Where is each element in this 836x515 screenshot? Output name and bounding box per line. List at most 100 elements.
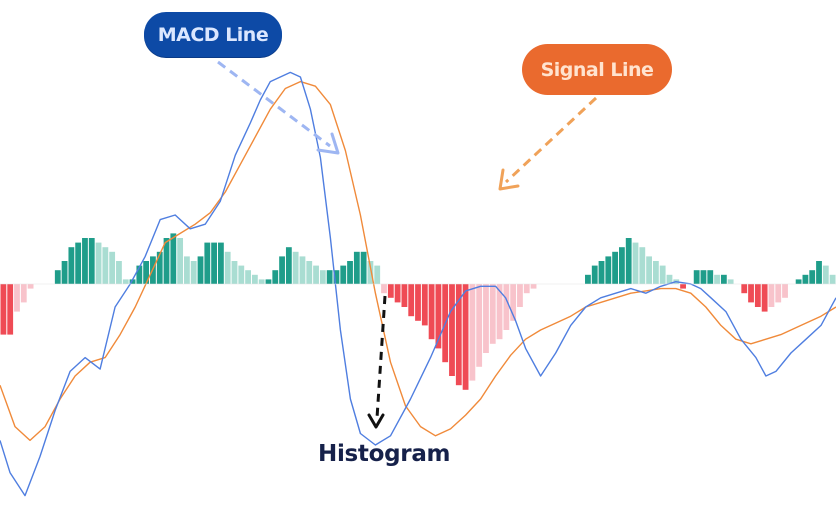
- histogram-bar: [591, 265, 598, 284]
- histogram-bar: [88, 238, 95, 284]
- histogram-bar: [462, 284, 469, 390]
- histogram-bar: [95, 242, 102, 284]
- histogram-bar: [693, 270, 700, 284]
- histogram-bar: [109, 251, 116, 284]
- signal-line-series: [0, 80, 836, 442]
- histogram-bar: [54, 270, 61, 284]
- histogram-bars: [0, 233, 836, 390]
- histogram-bar: [156, 251, 163, 284]
- histogram-bar: [449, 284, 455, 376]
- histogram-bar: [435, 284, 442, 349]
- histogram-bar: [455, 284, 462, 386]
- histogram-bar: [523, 284, 530, 294]
- histogram-bar: [184, 256, 190, 284]
- histogram-bar: [353, 251, 360, 284]
- histogram-bar: [333, 270, 340, 284]
- histogram-bar: [822, 265, 829, 284]
- histogram-bar: [285, 247, 292, 284]
- histogram-bar: [510, 284, 517, 321]
- histogram-bar: [136, 265, 143, 284]
- histogram-bar: [204, 242, 211, 284]
- histogram-bar: [741, 284, 748, 294]
- histogram-bar: [347, 261, 353, 284]
- histogram-bar: [680, 284, 686, 289]
- histogram-bar: [652, 261, 659, 284]
- histogram-bar: [258, 279, 265, 284]
- histogram-bar: [816, 261, 822, 284]
- histogram-bar: [476, 284, 483, 367]
- histogram-bar: [374, 265, 381, 284]
- histogram-bar: [775, 284, 782, 303]
- histogram-bar: [795, 279, 802, 284]
- histogram-bar: [360, 251, 367, 284]
- signal-arrow-head: [498, 168, 520, 191]
- histogram-bar: [20, 284, 27, 303]
- histogram-bar: [727, 279, 734, 284]
- histogram-label: Histogram: [318, 441, 451, 467]
- histogram-bar: [714, 274, 720, 284]
- histogram-bar: [197, 256, 204, 284]
- histogram-bar: [625, 238, 632, 284]
- histogram-bar: [163, 238, 170, 284]
- histogram-arrow: [375, 295, 387, 419]
- histogram-bar: [143, 261, 150, 284]
- histogram-bar: [27, 284, 34, 289]
- histogram-bar: [68, 247, 75, 284]
- histogram-bar: [503, 284, 510, 330]
- histogram-bar: [754, 284, 761, 307]
- histogram-bar: [177, 238, 184, 284]
- histogram-bar: [421, 284, 428, 326]
- histogram-bar: [483, 284, 489, 353]
- histogram-bar: [251, 274, 258, 284]
- histogram-bar: [605, 256, 612, 284]
- histogram-bar: [415, 284, 421, 321]
- histogram-bar: [428, 284, 435, 340]
- histogram-bar: [319, 270, 326, 284]
- histogram-bar: [102, 247, 109, 284]
- histogram-bar: [598, 261, 605, 284]
- histogram-bar: [394, 284, 401, 303]
- macd-line-label: MACD Line: [144, 12, 282, 57]
- histogram-bar: [829, 274, 836, 284]
- histogram-bar: [748, 284, 754, 303]
- histogram-bar: [639, 247, 646, 284]
- histogram-bar: [496, 284, 503, 340]
- histogram-bar: [224, 251, 231, 284]
- histogram-bar: [387, 284, 394, 298]
- histogram-bar: [190, 261, 197, 284]
- histogram-bar: [340, 265, 347, 284]
- histogram-bar: [299, 256, 306, 284]
- histogram-bar: [313, 265, 319, 284]
- histogram-bar: [381, 284, 387, 294]
- histogram-bar: [211, 242, 217, 284]
- signal-arrow: [504, 96, 598, 184]
- histogram-bar: [245, 270, 251, 284]
- histogram-bar: [265, 279, 272, 284]
- histogram-bar: [408, 284, 415, 317]
- histogram-bar: [768, 284, 775, 307]
- histogram-arrow-head: [367, 413, 385, 429]
- histogram-bar: [489, 284, 496, 344]
- histogram-bar: [116, 261, 122, 284]
- histogram-bar: [707, 270, 714, 284]
- histogram-bar: [367, 261, 374, 284]
- histogram-bar: [469, 284, 476, 381]
- histogram-bar: [238, 265, 245, 284]
- histogram-bar: [231, 261, 238, 284]
- histogram-bar: [802, 274, 809, 284]
- histogram-bar: [646, 256, 652, 284]
- histogram-bar: [218, 242, 224, 284]
- histogram-bar: [0, 284, 7, 335]
- histogram-bar: [517, 284, 523, 307]
- histogram-bar: [619, 247, 625, 284]
- histogram-bar: [809, 270, 816, 284]
- histogram-bar: [272, 270, 279, 284]
- histogram-bar: [7, 284, 14, 335]
- histogram-bar: [129, 279, 136, 284]
- histogram-bar: [306, 261, 313, 284]
- histogram-bar: [170, 233, 177, 284]
- histogram-bar: [612, 251, 619, 284]
- histogram-bar: [279, 256, 285, 284]
- histogram-bar: [632, 242, 639, 284]
